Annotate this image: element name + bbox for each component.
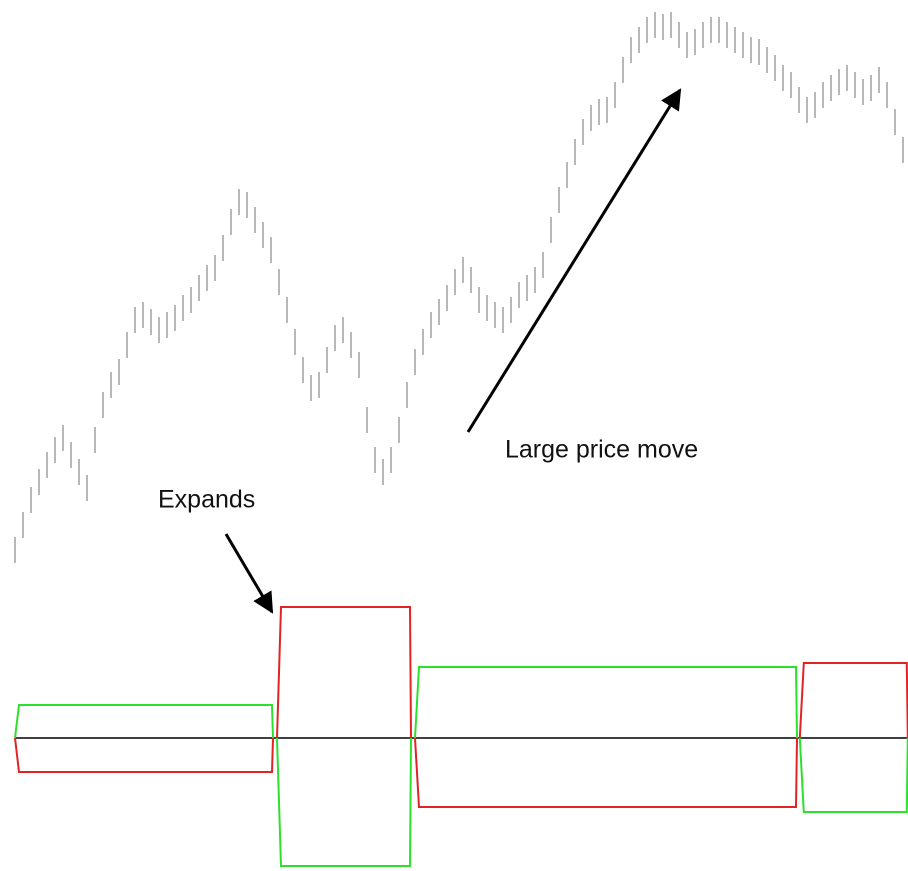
- arrow: [466, 88, 682, 433]
- annotation: Large price move: [505, 436, 698, 464]
- band-lower: [414, 737, 798, 808]
- band-upper: [798, 662, 908, 739]
- band-upper: [414, 666, 798, 739]
- band-lower: [14, 737, 274, 773]
- band-upper: [14, 704, 274, 739]
- arrow: [224, 533, 274, 614]
- band-lower: [276, 737, 412, 867]
- band-lower: [798, 737, 908, 813]
- band-upper: [276, 606, 412, 739]
- annotation: Expands: [158, 486, 255, 514]
- marks: [14, 12, 908, 867]
